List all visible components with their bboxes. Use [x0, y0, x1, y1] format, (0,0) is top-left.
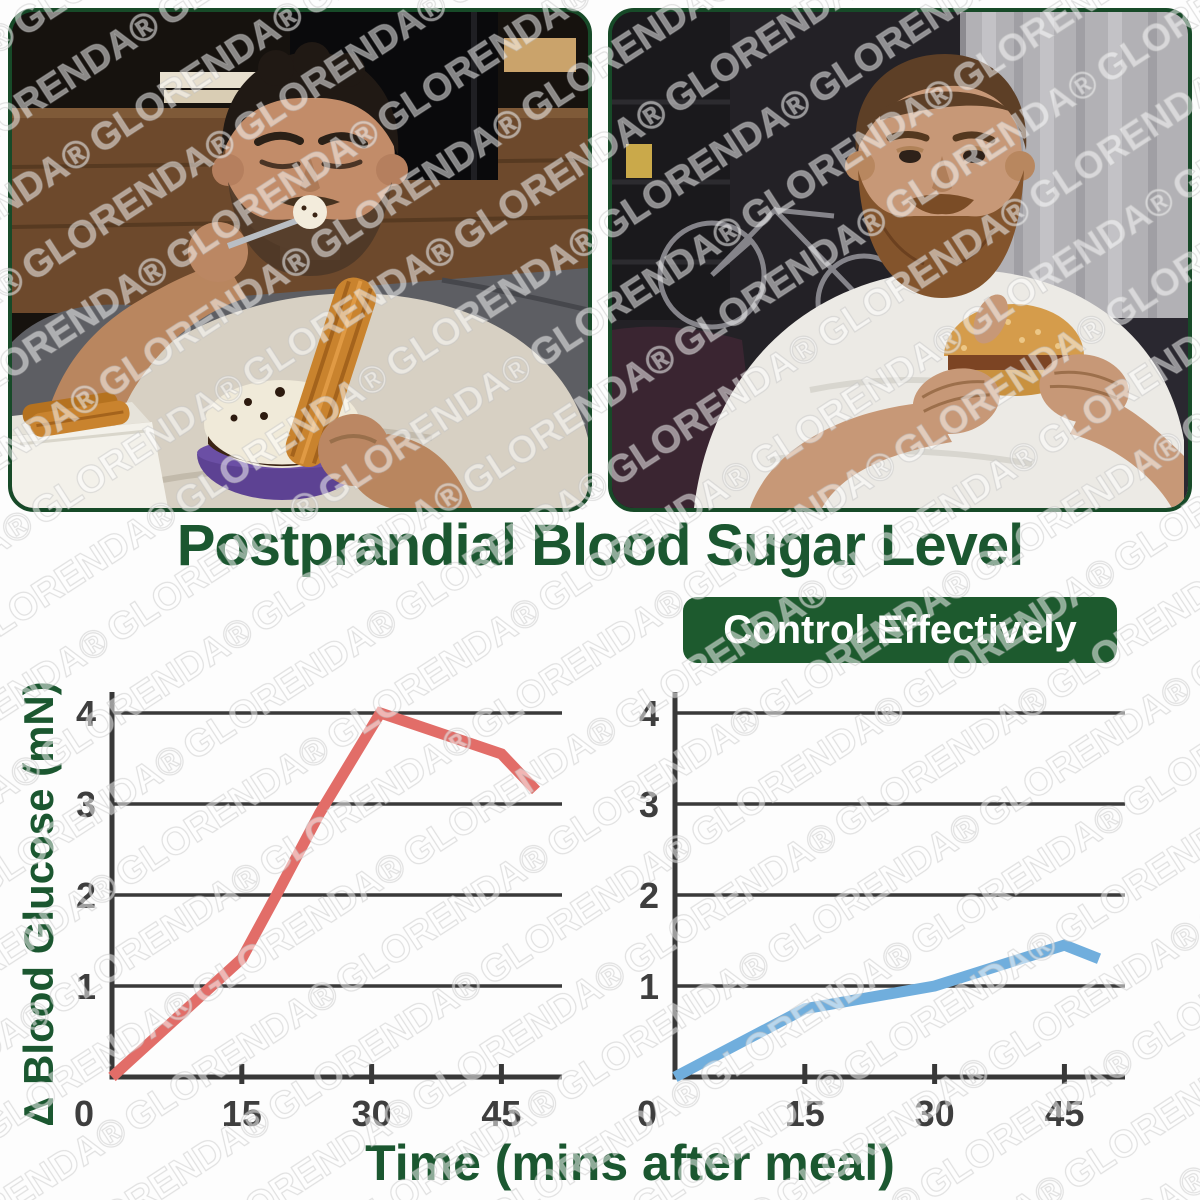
origin-label: 0 [74, 1093, 94, 1134]
series-controlled-response [672, 939, 1102, 1082]
axes-lines [672, 692, 1125, 1080]
photo-eating-burger [608, 8, 1192, 512]
x-tick-label-15: 15 [785, 1093, 825, 1134]
x-tick-label-30: 30 [915, 1093, 955, 1134]
photo-overeating-dessert [8, 8, 592, 512]
y-tick-label-3: 3 [639, 784, 659, 825]
control-effectively-badge: Control Effectively [683, 597, 1117, 663]
x-tick-label-30: 30 [352, 1093, 392, 1134]
y-tick-label-4: 4 [76, 693, 96, 734]
x-tick-label-45: 45 [1044, 1093, 1084, 1134]
y-tick-label-3: 3 [76, 784, 96, 825]
x-axis-label: Time (mins after meal) [365, 1135, 895, 1191]
chart-controlled-glucose: 1 2 3 4 15 30 45 0 [637, 692, 1125, 1134]
y-tick-label-1: 1 [639, 966, 659, 1007]
burger-scene-illustration [612, 12, 1188, 508]
y-tick-label-1: 1 [76, 966, 96, 1007]
x-tick-label-45: 45 [481, 1093, 521, 1134]
y-tick-label-4: 4 [639, 693, 659, 734]
page-title: Postprandial Blood Sugar Level [176, 513, 1025, 578]
x-tick-label-15: 15 [222, 1093, 262, 1134]
dessert-scene-illustration [12, 12, 588, 508]
origin-label: 0 [637, 1093, 657, 1134]
y-tick-label-2: 2 [76, 875, 96, 916]
chart-uncontrolled-glucose: 1 2 3 4 15 30 45 0 [74, 692, 562, 1134]
y-tick-label-2: 2 [639, 875, 659, 916]
